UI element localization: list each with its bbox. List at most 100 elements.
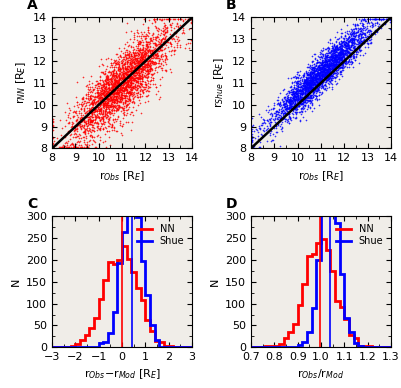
Point: [356, 40, 363, 46]
Point: [93, 99, 99, 106]
Point: [305, 102, 311, 108]
Point: [134, 60, 140, 66]
Point: [155, 28, 161, 34]
Point: [336, 44, 342, 50]
Point: [347, 37, 353, 43]
Point: [176, 22, 183, 28]
Point: [124, 62, 130, 69]
Point: [125, 83, 132, 89]
Point: [87, 119, 93, 125]
Point: [294, 83, 301, 89]
Point: [358, 18, 364, 24]
Point: [82, 118, 89, 124]
Point: [322, 69, 329, 75]
Point: [138, 58, 144, 64]
Point: [325, 62, 332, 68]
Point: [79, 118, 85, 124]
Point: [312, 82, 318, 88]
Point: [330, 75, 336, 81]
Point: [302, 86, 308, 92]
Point: [340, 57, 347, 63]
Point: [348, 40, 355, 47]
Point: [302, 87, 309, 94]
Point: [101, 83, 107, 89]
Point: [122, 100, 128, 106]
Point: [340, 47, 346, 53]
Point: [335, 51, 342, 57]
Point: [304, 92, 310, 98]
Point: [111, 59, 117, 66]
Point: [135, 78, 142, 84]
Point: [126, 63, 132, 69]
Point: [78, 106, 84, 113]
Point: [317, 74, 323, 81]
Point: [93, 82, 99, 88]
Point: [274, 101, 280, 107]
Point: [328, 47, 335, 53]
Point: [323, 73, 329, 79]
Point: [302, 89, 309, 95]
Point: [359, 39, 365, 45]
Point: [300, 89, 306, 95]
Point: [95, 88, 101, 95]
Point: [106, 128, 112, 134]
Point: [105, 74, 111, 81]
Point: [291, 92, 297, 99]
Point: [330, 57, 336, 64]
Point: [128, 65, 134, 71]
Point: [121, 78, 128, 85]
Point: [323, 62, 330, 69]
Point: [327, 74, 334, 80]
Point: [329, 66, 335, 72]
Point: [145, 48, 152, 54]
Point: [334, 42, 340, 48]
Point: [277, 99, 284, 105]
Point: [97, 105, 104, 111]
Point: [101, 85, 108, 92]
Point: [279, 107, 286, 113]
Point: [363, 18, 370, 24]
Point: [129, 84, 136, 90]
Point: [318, 78, 325, 85]
Point: [284, 111, 291, 118]
Point: [134, 66, 140, 72]
Point: [313, 93, 319, 99]
Point: [157, 40, 164, 46]
Point: [261, 117, 267, 123]
Point: [93, 120, 100, 126]
Point: [89, 111, 95, 118]
Point: [337, 69, 343, 76]
Point: [273, 111, 279, 118]
Point: [127, 90, 133, 96]
Point: [105, 82, 111, 88]
Point: [136, 40, 142, 46]
Point: [299, 87, 305, 93]
Point: [90, 122, 97, 128]
Point: [321, 76, 328, 82]
Point: [113, 102, 120, 108]
Point: [132, 83, 138, 90]
Point: [324, 59, 330, 66]
Point: [316, 72, 322, 78]
Point: [291, 88, 298, 94]
Point: [336, 64, 343, 70]
Point: [319, 74, 326, 81]
Point: [338, 46, 345, 52]
Point: [308, 95, 314, 102]
Point: [132, 75, 138, 81]
Point: [84, 114, 90, 120]
Point: [108, 70, 114, 76]
Point: [344, 36, 351, 42]
Point: [311, 80, 318, 87]
Point: [120, 73, 127, 79]
Point: [110, 83, 116, 90]
Point: [358, 31, 365, 37]
Point: [123, 83, 129, 90]
Point: [151, 16, 158, 22]
Point: [298, 74, 304, 80]
Point: [130, 80, 136, 86]
Point: [136, 60, 142, 66]
Point: [122, 41, 128, 47]
Point: [303, 81, 309, 87]
Point: [324, 52, 330, 59]
